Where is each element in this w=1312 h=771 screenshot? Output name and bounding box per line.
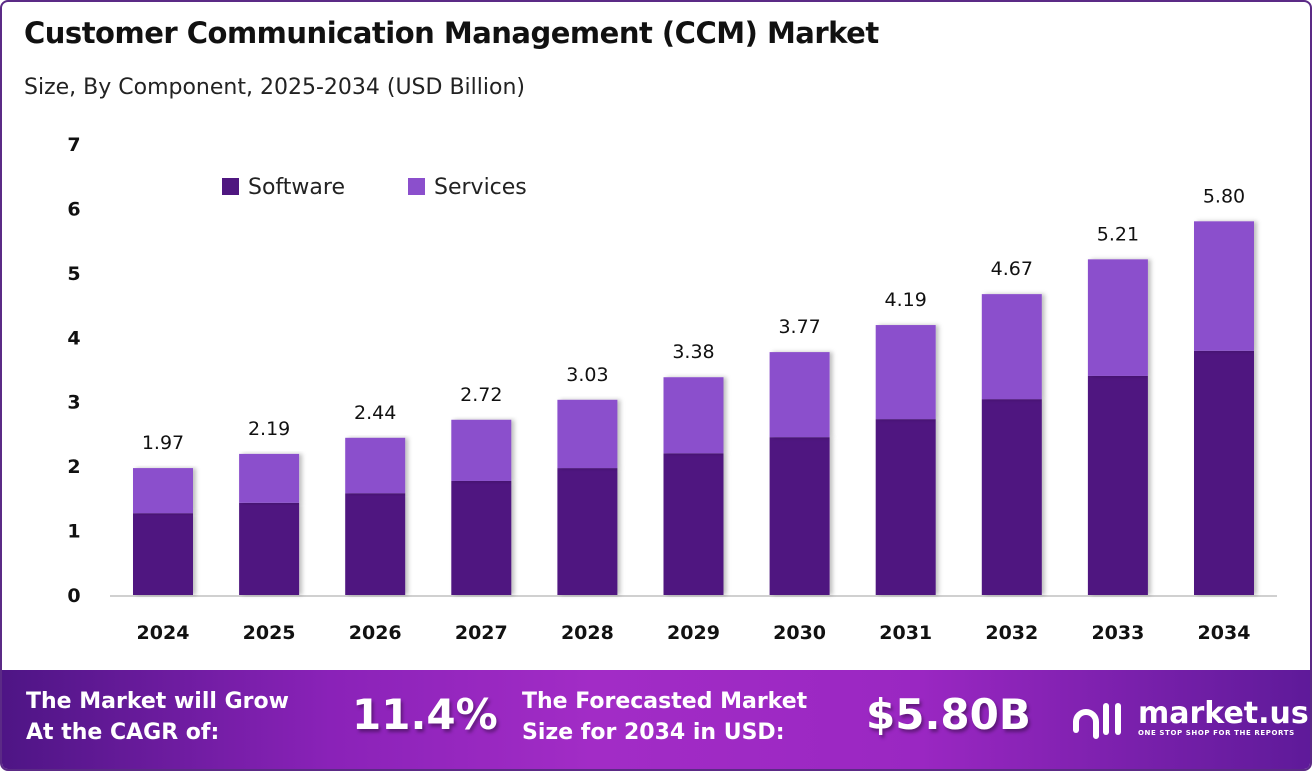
x-tick-label: 2029 (667, 622, 720, 644)
y-tick-label: 7 (67, 134, 80, 156)
logo-name: market.us (1138, 696, 1309, 731)
bar-services-2034 (1194, 221, 1254, 351)
bar-services-2026 (345, 437, 406, 494)
bar-software-2033 (1087, 375, 1148, 595)
bar-services-2029 (663, 377, 724, 454)
y-tick-label: 2 (67, 456, 80, 478)
y-tick-label: 4 (67, 327, 80, 349)
bar-services-2031 (875, 325, 936, 420)
data-label-total: 2.44 (354, 402, 396, 424)
x-tick-label: 2026 (349, 622, 402, 644)
bar-software-2024 (133, 513, 193, 595)
x-tick-label: 2030 (773, 622, 826, 644)
legend-swatch-software (222, 178, 239, 195)
cagr-label: The Market will Grow At the CAGR of: (26, 686, 289, 748)
x-tick-label: 2034 (1198, 622, 1251, 644)
bar-software-2034 (1194, 350, 1254, 595)
data-label-total: 3.38 (672, 341, 714, 363)
bar-software-2031 (875, 419, 936, 595)
data-label-total: 4.19 (885, 289, 927, 311)
y-tick-label: 0 (67, 585, 80, 607)
data-label-total: 5.21 (1097, 223, 1139, 245)
bar-software-2030 (769, 437, 830, 595)
x-tick-label: 2028 (561, 622, 614, 644)
bar-services-2032 (981, 294, 1042, 400)
bar-services-2025 (239, 453, 300, 503)
data-label-total: 1.97 (142, 432, 184, 454)
bar-software-2025 (239, 502, 300, 595)
cagr-label-line2: At the CAGR of: (26, 720, 220, 745)
data-label-total: 5.80 (1203, 185, 1245, 207)
x-tick-label: 2032 (985, 622, 1038, 644)
data-label-total: 3.03 (566, 364, 608, 386)
forecast-label: The Forecasted Market Size for 2034 in U… (522, 686, 807, 748)
bar-services-2033 (1087, 259, 1148, 376)
bar-services-2024 (133, 468, 193, 514)
data-label-total: 2.19 (248, 418, 290, 440)
x-tick-label: 2031 (879, 622, 932, 644)
x-tick-label: 2027 (455, 622, 508, 644)
legend-label-services: Services (434, 175, 527, 200)
forecast-label-line2: Size for 2034 in USD: (522, 720, 785, 745)
data-label-total: 2.72 (460, 384, 502, 406)
bar-software-2026 (345, 493, 406, 595)
chart-subtitle: Size, By Component, 2025-2034 (USD Billi… (24, 75, 525, 100)
y-tick-label: 6 (67, 198, 80, 220)
footer-banner: The Market will Grow At the CAGR of: 11.… (2, 670, 1310, 769)
x-tick-label: 2025 (243, 622, 296, 644)
bar-services-2028 (557, 399, 618, 469)
data-label-total: 4.67 (991, 258, 1033, 280)
y-tick-label: 3 (67, 392, 80, 414)
chart-title: Customer Communication Management (CCM) … (24, 16, 879, 50)
x-tick-label: 2024 (137, 622, 190, 644)
market-us-logo-icon (1073, 703, 1121, 739)
logo-tagline: ONE STOP SHOP FOR THE REPORTS (1138, 729, 1295, 737)
y-tick-label: 5 (67, 263, 80, 285)
bar-software-2027 (451, 480, 512, 595)
forecast-label-line1: The Forecasted Market (522, 689, 808, 714)
data-label-total: 3.77 (778, 316, 820, 338)
bar-chart: 0 1 2 3 4 5 6 7 1.97 2024 2.19 2025 2.44 2026 2.72 2027… (67, 134, 1277, 644)
y-tick-label: 1 (67, 521, 80, 543)
cagr-value: 11.4% (352, 690, 498, 739)
cagr-label-line1: The Market will Grow (26, 689, 289, 714)
bar-software-2029 (663, 453, 724, 595)
bar-services-2030 (769, 352, 830, 438)
market-us-logo: market.us ONE STOP SHOP FOR THE REPORTS (1070, 692, 1309, 744)
legend-label-software: Software (248, 175, 345, 200)
forecast-value: $5.80B (866, 690, 1031, 739)
bar-services-2027 (451, 419, 512, 481)
bar-software-2032 (981, 399, 1042, 595)
bar-software-2028 (557, 468, 618, 595)
legend-swatch-services (408, 178, 425, 195)
x-tick-label: 2033 (1091, 622, 1144, 644)
